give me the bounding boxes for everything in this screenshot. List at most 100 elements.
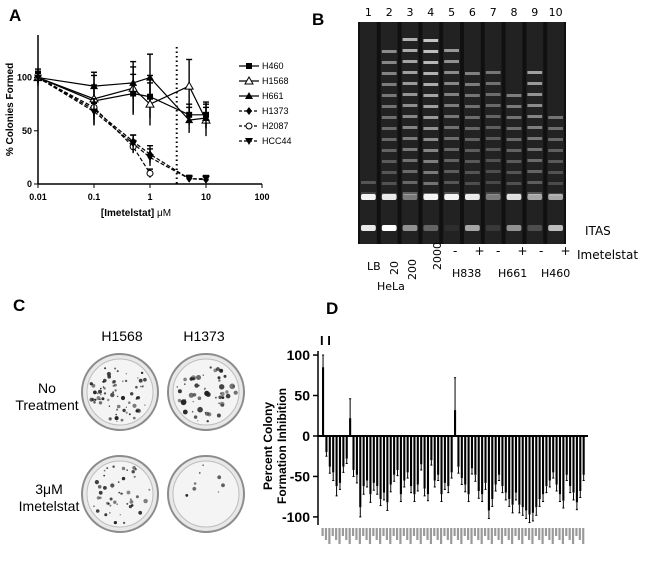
bar bbox=[548, 435, 551, 481]
gel-band bbox=[444, 104, 459, 107]
colony bbox=[177, 398, 182, 403]
colony bbox=[128, 401, 131, 404]
bar bbox=[338, 435, 342, 483]
x-axis-label-main: [Imetelstat] bbox=[101, 208, 157, 219]
colony bbox=[125, 411, 128, 414]
bar-tick-label bbox=[379, 528, 382, 544]
bar-tick-label bbox=[497, 528, 500, 540]
gel-band bbox=[485, 181, 501, 184]
gel-band bbox=[485, 159, 501, 162]
gel-band bbox=[381, 94, 397, 97]
bar bbox=[528, 435, 531, 515]
bar bbox=[470, 435, 474, 469]
bar-tick-label bbox=[345, 528, 348, 540]
panel-label-b: B bbox=[312, 10, 325, 29]
bar-tick-label bbox=[558, 528, 561, 540]
gel-band bbox=[381, 160, 397, 163]
colony bbox=[126, 502, 129, 505]
colony bbox=[131, 470, 135, 474]
lane-number: 2 bbox=[385, 6, 393, 19]
colony bbox=[143, 498, 148, 504]
gel-band bbox=[485, 126, 501, 129]
colony bbox=[114, 389, 117, 392]
series-H1568 bbox=[33, 58, 211, 137]
bar bbox=[538, 435, 541, 500]
colony bbox=[135, 385, 138, 389]
petri-dish bbox=[167, 353, 245, 431]
x-axis-label: [Imetelstat] μM bbox=[101, 208, 171, 219]
lane-number: 7 bbox=[489, 6, 497, 19]
colony bbox=[199, 472, 201, 474]
colony bbox=[96, 496, 101, 500]
gel-band bbox=[402, 71, 418, 74]
y-axis-label-line: Percent Colony bbox=[261, 402, 275, 490]
chart-d: 100 50 0 -50 -100 Percent ColonyFormation Inh… bbox=[261, 333, 588, 544]
bar bbox=[420, 435, 423, 465]
bar-tick-label bbox=[480, 528, 483, 544]
gel-band bbox=[423, 171, 439, 174]
bar bbox=[362, 435, 365, 487]
colony bbox=[213, 368, 218, 373]
colony bbox=[117, 481, 120, 483]
gel-band bbox=[527, 148, 543, 151]
lb-label: LB bbox=[367, 260, 381, 273]
cell-line-h661: H661 bbox=[498, 267, 528, 280]
colony bbox=[193, 482, 197, 485]
colony bbox=[100, 387, 102, 390]
colony bbox=[177, 389, 182, 394]
colony bbox=[130, 392, 134, 396]
gel-band bbox=[548, 138, 563, 141]
gel-band bbox=[465, 127, 480, 130]
series-HCC44 bbox=[34, 71, 210, 183]
bar bbox=[535, 435, 538, 508]
bar bbox=[565, 435, 568, 475]
colony bbox=[102, 381, 104, 383]
colony bbox=[107, 374, 111, 379]
gel-band bbox=[444, 115, 459, 118]
bar-tick-label bbox=[365, 528, 368, 540]
gel-band bbox=[423, 182, 439, 185]
bar bbox=[322, 367, 325, 436]
bar-tick-label bbox=[544, 528, 548, 536]
gel-band bbox=[444, 71, 459, 74]
gel-band bbox=[548, 182, 563, 185]
colony bbox=[140, 385, 142, 388]
bar-tick-label bbox=[426, 528, 429, 540]
bar-tick-label bbox=[582, 528, 585, 544]
lane-number: 5 bbox=[448, 6, 456, 19]
x-tick-label: 1 bbox=[147, 192, 152, 202]
colony bbox=[125, 406, 127, 408]
colony bbox=[219, 392, 222, 395]
gel-band bbox=[548, 149, 563, 152]
colony bbox=[205, 392, 211, 397]
lane-number: 4 bbox=[427, 6, 435, 19]
imetelstat-label: Imetelstat bbox=[577, 248, 639, 262]
bar-tick-label bbox=[321, 528, 324, 536]
series-line bbox=[37, 77, 207, 181]
gel-lane-smear bbox=[464, 22, 481, 244]
gel-band-itas bbox=[548, 225, 563, 231]
bar-tick-label bbox=[504, 528, 507, 536]
marker-triangle-down bbox=[129, 140, 138, 148]
colony bbox=[115, 413, 117, 416]
dish-column-h1373: H1373 bbox=[183, 328, 225, 344]
bar-tick-label bbox=[402, 528, 405, 536]
bar-tick-label bbox=[351, 528, 355, 536]
colony bbox=[232, 385, 235, 388]
bar bbox=[389, 435, 392, 485]
bar bbox=[464, 435, 467, 485]
marker-triangle bbox=[146, 73, 154, 81]
gel-band bbox=[361, 181, 376, 184]
bar-tick-label bbox=[389, 528, 392, 544]
bar bbox=[582, 435, 585, 475]
legend-label: H2087 bbox=[262, 121, 289, 131]
colony bbox=[110, 392, 115, 398]
colony bbox=[125, 373, 127, 375]
gel-band bbox=[444, 192, 459, 195]
gel-band-itas bbox=[506, 225, 522, 231]
x-tick-label: 0.01 bbox=[29, 192, 47, 202]
bar bbox=[450, 435, 453, 473]
colony bbox=[93, 401, 96, 404]
colony bbox=[132, 403, 137, 408]
bar-tick-label bbox=[494, 528, 497, 536]
